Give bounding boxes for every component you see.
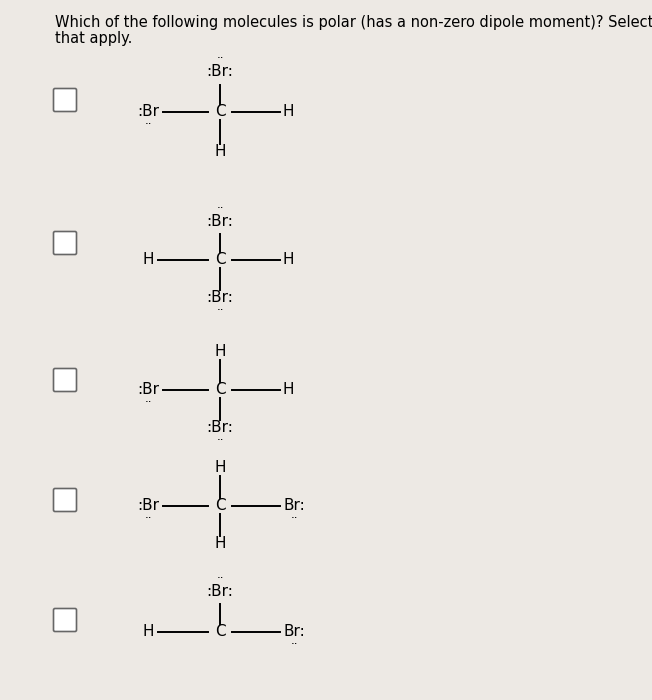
FancyBboxPatch shape <box>53 232 76 255</box>
Text: ··: ·· <box>290 512 298 526</box>
Text: H: H <box>215 536 226 552</box>
Text: :Br:: :Br: <box>207 290 233 305</box>
Text: :Br:: :Br: <box>207 584 233 599</box>
Text: ··: ·· <box>290 638 298 652</box>
Text: H: H <box>142 253 154 267</box>
FancyBboxPatch shape <box>53 88 76 111</box>
Text: H: H <box>215 461 226 475</box>
Text: C: C <box>215 253 226 267</box>
Text: H: H <box>282 104 294 120</box>
FancyBboxPatch shape <box>53 608 76 631</box>
Text: ··: ·· <box>216 52 224 66</box>
Text: C: C <box>215 382 226 398</box>
Text: C: C <box>215 498 226 514</box>
Text: ··: ·· <box>144 118 152 132</box>
Text: Which of the following molecules is polar (has a non-zero dipole moment)? Select: Which of the following molecules is pola… <box>55 15 652 30</box>
Text: H: H <box>215 144 226 160</box>
Text: :Br: :Br <box>137 104 159 120</box>
FancyBboxPatch shape <box>53 368 76 391</box>
FancyBboxPatch shape <box>53 489 76 512</box>
Text: :Br:: :Br: <box>207 421 233 435</box>
Text: Br:: Br: <box>283 624 305 640</box>
Text: Br:: Br: <box>283 498 305 514</box>
Text: H: H <box>142 624 154 640</box>
Text: :Br:: :Br: <box>207 214 233 230</box>
Text: H: H <box>282 253 294 267</box>
Text: ··: ·· <box>216 573 224 585</box>
Text: ··: ·· <box>144 512 152 526</box>
Text: ··: ·· <box>216 435 224 447</box>
Text: that apply.: that apply. <box>55 31 132 46</box>
Text: C: C <box>215 104 226 120</box>
Text: C: C <box>215 624 226 640</box>
Text: :Br:: :Br: <box>207 64 233 80</box>
Text: ··: ·· <box>216 202 224 216</box>
Text: ··: ·· <box>216 304 224 318</box>
Text: H: H <box>215 344 226 360</box>
Text: :Br: :Br <box>137 498 159 514</box>
Text: :Br: :Br <box>137 382 159 398</box>
Text: H: H <box>282 382 294 398</box>
Text: ··: ·· <box>144 396 152 410</box>
